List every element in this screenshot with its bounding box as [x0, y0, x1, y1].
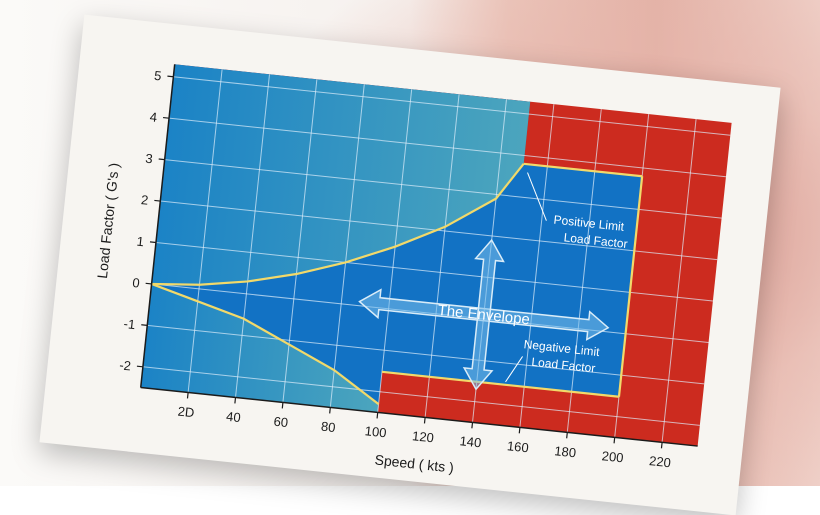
positive-limit-line: [523, 162, 643, 178]
never-exceed-line: [617, 176, 644, 397]
x-tick-mark: [423, 417, 426, 424]
y-tick-mark: [167, 75, 174, 78]
y-tick-mark: [162, 116, 170, 119]
x-axis-title: Speed ( kts ): [374, 451, 455, 475]
y-tick-label: -1: [123, 316, 136, 332]
x-axis-line: [140, 386, 698, 447]
y-tick-mark: [145, 282, 152, 285]
grid-line-y: [142, 366, 700, 426]
y-tick-label: -2: [119, 357, 132, 373]
x-tick-mark: [281, 402, 284, 409]
x-tick-mark: [329, 407, 331, 414]
negative-lift-curve: [151, 282, 380, 406]
x-tick-mark: [376, 412, 379, 419]
positive-lift-curve: [151, 163, 525, 286]
y-tick-label: 0: [132, 275, 141, 291]
negative-load-factor-label: Load Factor: [531, 355, 596, 376]
y-axis-title: Load Factor ( G's ): [94, 162, 122, 279]
x-tick-label: 140: [459, 433, 482, 450]
x-tick-label: 180: [554, 443, 577, 460]
x-tick-mark: [234, 397, 237, 404]
grid-line-y: [155, 241, 713, 302]
y-tick-label: 4: [149, 109, 158, 125]
positive-load-factor-label: Load Factor: [563, 230, 628, 251]
y-tick-mark: [136, 365, 143, 368]
x-tick-mark: [518, 427, 521, 434]
y-tick-mark: [158, 158, 165, 161]
x-tick-mark: [613, 437, 616, 444]
y-tick-label: 2: [140, 192, 149, 208]
x-tick-label: 160: [506, 438, 529, 455]
x-tick-label: 2D: [177, 404, 195, 421]
y-tick-mark: [149, 241, 157, 244]
y-tick-label: 1: [136, 234, 145, 250]
x-tick-label: 120: [411, 428, 434, 445]
grid-line-y: [173, 76, 731, 136]
x-tick-mark: [660, 442, 663, 449]
x-tick-label: 40: [225, 409, 241, 425]
vertical-arrow: [462, 238, 505, 391]
grid-line-y: [164, 159, 722, 219]
x-tick-mark: [471, 422, 474, 429]
negative-pointer: [505, 356, 523, 383]
y-tick-mark: [154, 199, 161, 202]
y-tick-label: 5: [153, 68, 162, 84]
x-tick-mark: [566, 432, 568, 439]
x-tick-mark: [186, 392, 189, 399]
y-tick-mark: [141, 324, 148, 326]
y-tick-label: 3: [145, 151, 154, 167]
grid-line-y: [147, 324, 705, 385]
flight-envelope-chart: 2D 40 60 80 100 120 140 160 180 200 220543210-1-2 …: [94, 64, 732, 476]
x-tick-label: 200: [601, 448, 624, 465]
x-tick-label: 80: [320, 419, 336, 435]
chart-photo: 2D 40 60 80 100 120 140 160 180 200 220 5 4 3 2 1 0 -1 -2 …: [39, 14, 781, 515]
stall-area-negative: [140, 283, 379, 413]
grid-line-y: [168, 117, 727, 178]
x-tick-label: 100: [364, 423, 387, 440]
x-tick-label: 60: [273, 414, 289, 430]
x-tick-label: 220: [648, 453, 671, 470]
negative-limit-line: [381, 370, 620, 398]
positive-pointer: [527, 172, 547, 221]
